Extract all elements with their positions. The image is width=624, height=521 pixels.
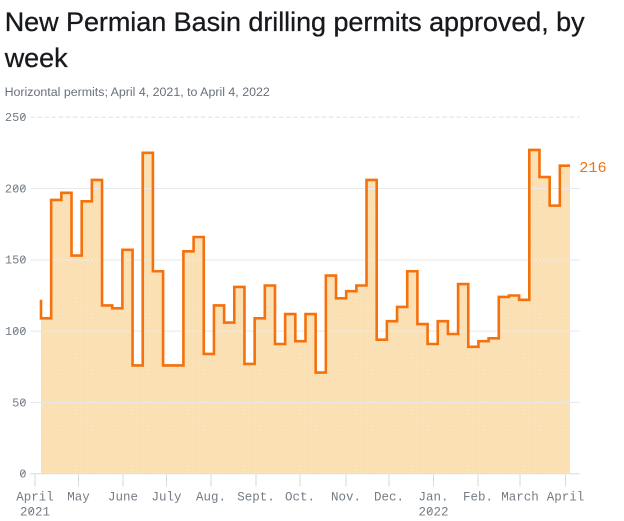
svg-text:50: 50 <box>12 396 26 410</box>
svg-text:Nov.: Nov. <box>331 491 361 505</box>
svg-text:2021: 2021 <box>20 505 50 519</box>
svg-text:July: July <box>151 491 182 505</box>
svg-text:Jan.: Jan. <box>418 491 448 505</box>
svg-text:Aug.: Aug. <box>196 491 226 505</box>
svg-text:April: April <box>547 491 585 505</box>
svg-text:April: April <box>16 491 54 505</box>
svg-text:Dec.: Dec. <box>374 491 404 505</box>
svg-text:Oct.: Oct. <box>285 491 315 505</box>
svg-text:Sept.: Sept. <box>237 491 275 505</box>
svg-text:Feb.: Feb. <box>463 491 493 505</box>
svg-text:150: 150 <box>5 254 27 268</box>
svg-text:2022: 2022 <box>418 505 448 519</box>
svg-text:June: June <box>108 491 138 505</box>
svg-text:250: 250 <box>5 111 27 125</box>
svg-text:March: March <box>501 491 539 505</box>
svg-text:May: May <box>67 491 90 505</box>
svg-text:100: 100 <box>5 325 27 339</box>
svg-text:200: 200 <box>5 182 27 196</box>
svg-text:0: 0 <box>19 468 26 482</box>
svg-text:216: 216 <box>579 159 606 177</box>
